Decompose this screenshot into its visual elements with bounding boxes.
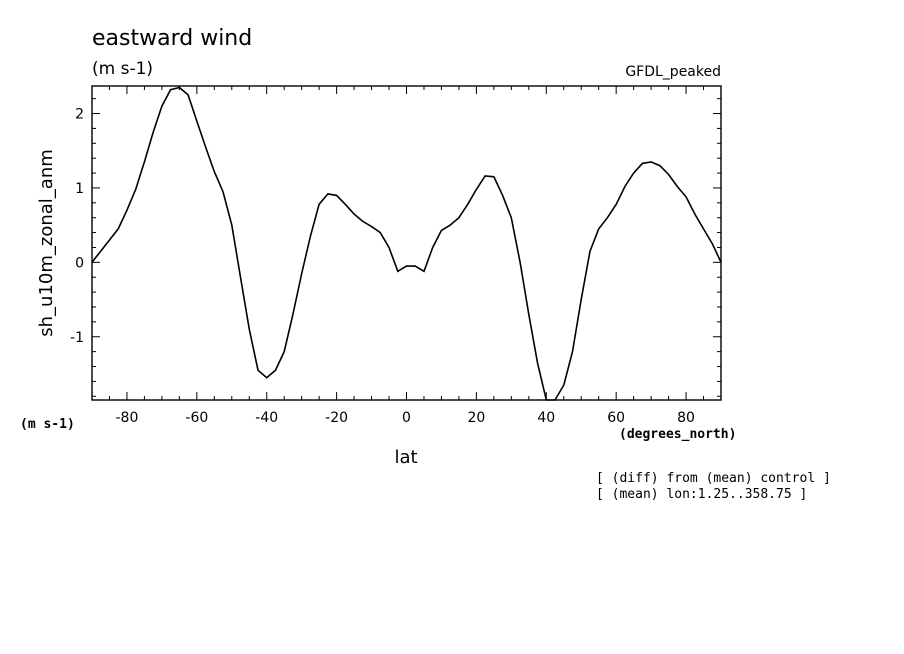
series-line (91, 86, 722, 401)
annotation-diff: [ (diff) from (mean) control ] (596, 471, 831, 486)
x-tick-label: -60 (185, 410, 208, 426)
x-tick-label: 0 (402, 410, 411, 426)
chart-title-units: (m s-1) (92, 59, 153, 79)
y-tick-label: 1 (75, 181, 84, 197)
x-tick-label: 60 (607, 410, 625, 426)
model-label: GFDL_peaked (625, 64, 721, 80)
chart-title: eastward wind (92, 26, 252, 51)
x-ticks (108, 86, 705, 400)
x-tick-label: -20 (325, 410, 348, 426)
y-ticks (92, 98, 721, 397)
x-tick-label: 80 (677, 410, 695, 426)
x-tick-label: 40 (537, 410, 555, 426)
annotation-mean: [ (mean) lon:1.25..358.75 ] (596, 487, 807, 502)
y-tick-label: -1 (70, 330, 84, 346)
y-tick-label: 0 (75, 255, 84, 271)
y-tick-label: 2 (75, 107, 84, 123)
plot-frame (91, 85, 722, 401)
y-axis-label: sh_u10m_zonal_anm (36, 149, 57, 337)
x-tick-labels: -80 -60 -40 -20 0 20 40 60 80 (116, 410, 695, 426)
y-units-label: (m s-1) (20, 417, 75, 432)
x-tick-label: 20 (467, 410, 485, 426)
x-tick-label: -40 (255, 410, 278, 426)
y-tick-labels: -1 0 1 2 (70, 107, 84, 346)
x-axis-label: lat (394, 447, 417, 468)
x-units-label: (degrees_north) (619, 427, 736, 442)
x-tick-label: -80 (116, 410, 139, 426)
